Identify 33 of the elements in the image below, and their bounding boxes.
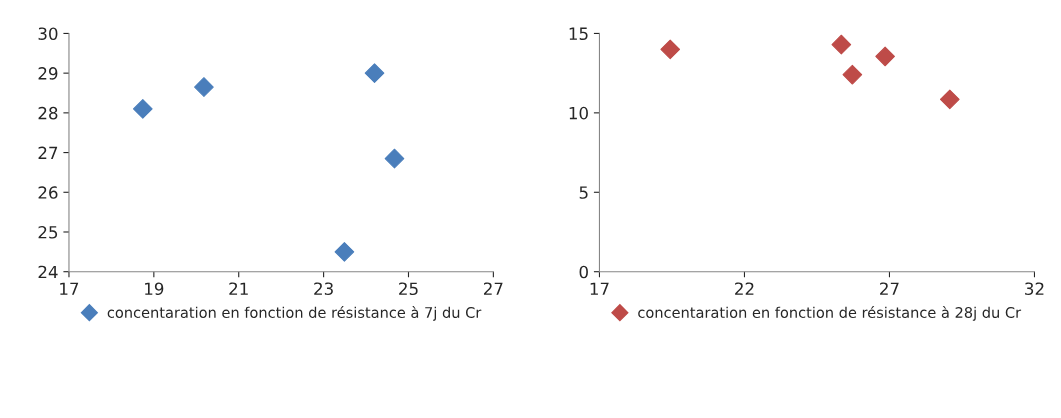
point (660, 39, 681, 60)
x-tick-label: 27 (880, 282, 899, 295)
legend-label: concentaration en fonction de résistance à 28j du Cr (638, 306, 1022, 321)
point (132, 99, 153, 119)
y-tick-label: 28 (38, 106, 58, 120)
y-tick-label: 29 (38, 67, 58, 80)
point (194, 77, 214, 97)
x-tick-label: 17 (60, 282, 79, 295)
point (831, 34, 852, 55)
y-tick-label: 26 (38, 186, 58, 199)
x-tick-label: 19 (145, 282, 164, 296)
point (842, 64, 863, 85)
y-tick-label: 27 (38, 146, 58, 159)
point (334, 242, 355, 262)
point (364, 63, 385, 83)
y-tick-label: 24 (38, 265, 58, 279)
x-tick-label: 17 (590, 282, 609, 295)
legend-label: concentaration en fonction de résistance à 7j du Cr (107, 306, 482, 321)
y-tick-label: 25 (38, 225, 58, 239)
y-tick-label: 0 (579, 265, 588, 279)
x-tick-label: 32 (1025, 282, 1044, 296)
y-tick-label: 10 (569, 106, 588, 120)
x-tick-label: 27 (483, 282, 503, 295)
y-tick-label: 30 (38, 27, 58, 41)
y-tick-label: 5 (579, 186, 588, 199)
y-tick-label: 15 (569, 27, 588, 41)
x-tick-label: 23 (314, 282, 333, 296)
x-tick-label: 22 (735, 282, 754, 295)
x-tick-label: 25 (399, 282, 418, 296)
point (939, 89, 960, 110)
point (384, 148, 405, 169)
point (875, 46, 895, 67)
x-tick-label: 21 (229, 282, 248, 295)
